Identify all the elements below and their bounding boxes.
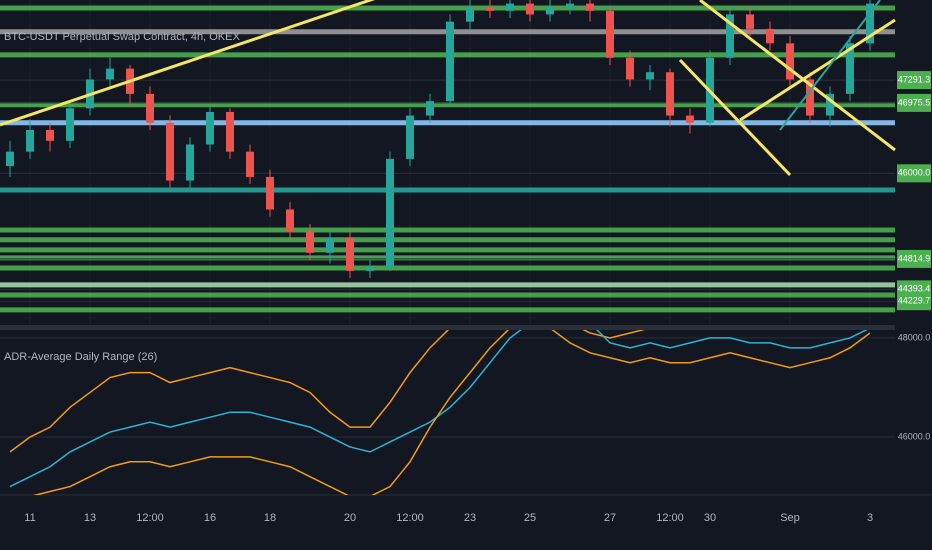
x-tick-label: 13 [84,512,96,524]
x-tick-label: 20 [344,512,356,524]
candle-body [546,7,554,15]
x-tick-label: 3 [867,512,873,524]
candle-body [666,72,674,116]
y-tick-label: 44814.9 [898,253,931,263]
x-tick-label: 12:00 [396,512,424,524]
price-label-box [897,249,931,268]
x-tick-label: 16 [204,512,216,524]
candle-body [566,3,574,8]
candle-body [866,3,874,44]
candle-body [286,209,294,232]
y-tick-label: 48000.0 [898,332,931,342]
candle-body [606,10,614,58]
price-label-box [897,164,931,183]
indicator-pane [0,330,895,495]
x-tick-label: 11 [24,512,35,524]
pane-separator [0,325,932,330]
candle-body [626,57,634,80]
candle-body [466,7,474,22]
candle-body [586,3,594,11]
price-label-box [897,93,931,112]
candle-body [346,238,354,271]
y-tick-label: 46000.0 [898,168,931,178]
candle-body [526,3,534,15]
x-tick-label: 12:00 [136,512,164,524]
candle-body [186,144,194,181]
candle-body [506,3,514,11]
main-pane [0,0,895,325]
trend-line [739,18,896,122]
candle-body [846,43,854,94]
candle-body [206,111,214,145]
candle-body [806,79,814,116]
candle-body [406,115,414,159]
y-tick-label: 47291.3 [898,74,931,84]
candle-body [146,93,154,123]
candle-body [66,108,74,141]
candle-body [726,14,734,58]
candle-body [46,130,54,141]
indicator-line [9,330,868,488]
candle-body [646,72,654,80]
x-tick-label: 18 [264,512,276,524]
y-tick-label: 46000.0 [898,431,931,441]
candle-body [106,68,114,80]
candle-body [6,151,14,167]
indicator-line [9,330,646,453]
candle-body [326,238,334,253]
candle-body [426,101,434,116]
candle-body [306,231,314,253]
candle-body [446,21,454,102]
indicator-title: ADR-Average Daily Range (26) [4,351,157,363]
candle-body [26,130,34,152]
overlay [0,0,896,177]
candle-body [366,267,374,271]
candle-body [266,176,274,210]
candle-body [386,158,394,268]
candle-body [786,43,794,80]
x-tick-label: 27 [604,512,616,524]
trend-line [699,0,896,152]
chart-title: BTC-USDT Perpetual Swap Contract, 4h, OK… [4,31,240,43]
x-tick-label: 23 [464,512,476,524]
candle-body [686,115,694,123]
y-tick-label: 44229.7 [898,296,931,306]
y-tick-label: 44393.4 [898,284,931,294]
trend-line [779,0,881,131]
candle-body [246,151,254,177]
candle-body [226,111,234,152]
candle-body [826,93,834,116]
candle-body [166,122,174,181]
x-tick-label: 30 [704,512,716,524]
x-tick-label: Sep [780,512,800,524]
trend-line [678,58,792,177]
candle-body [766,28,774,44]
x-tick-label: 12:00 [656,512,684,524]
candle-body [486,7,494,11]
y-tick-label: 46975.5 [898,97,931,107]
indicator-line [32,330,871,495]
trend-line [0,0,376,127]
candle-body [746,14,754,29]
price-axis [895,0,932,550]
price-label-box [897,292,931,311]
x-tick-label: 25 [524,512,536,524]
price-label-box [897,71,931,90]
